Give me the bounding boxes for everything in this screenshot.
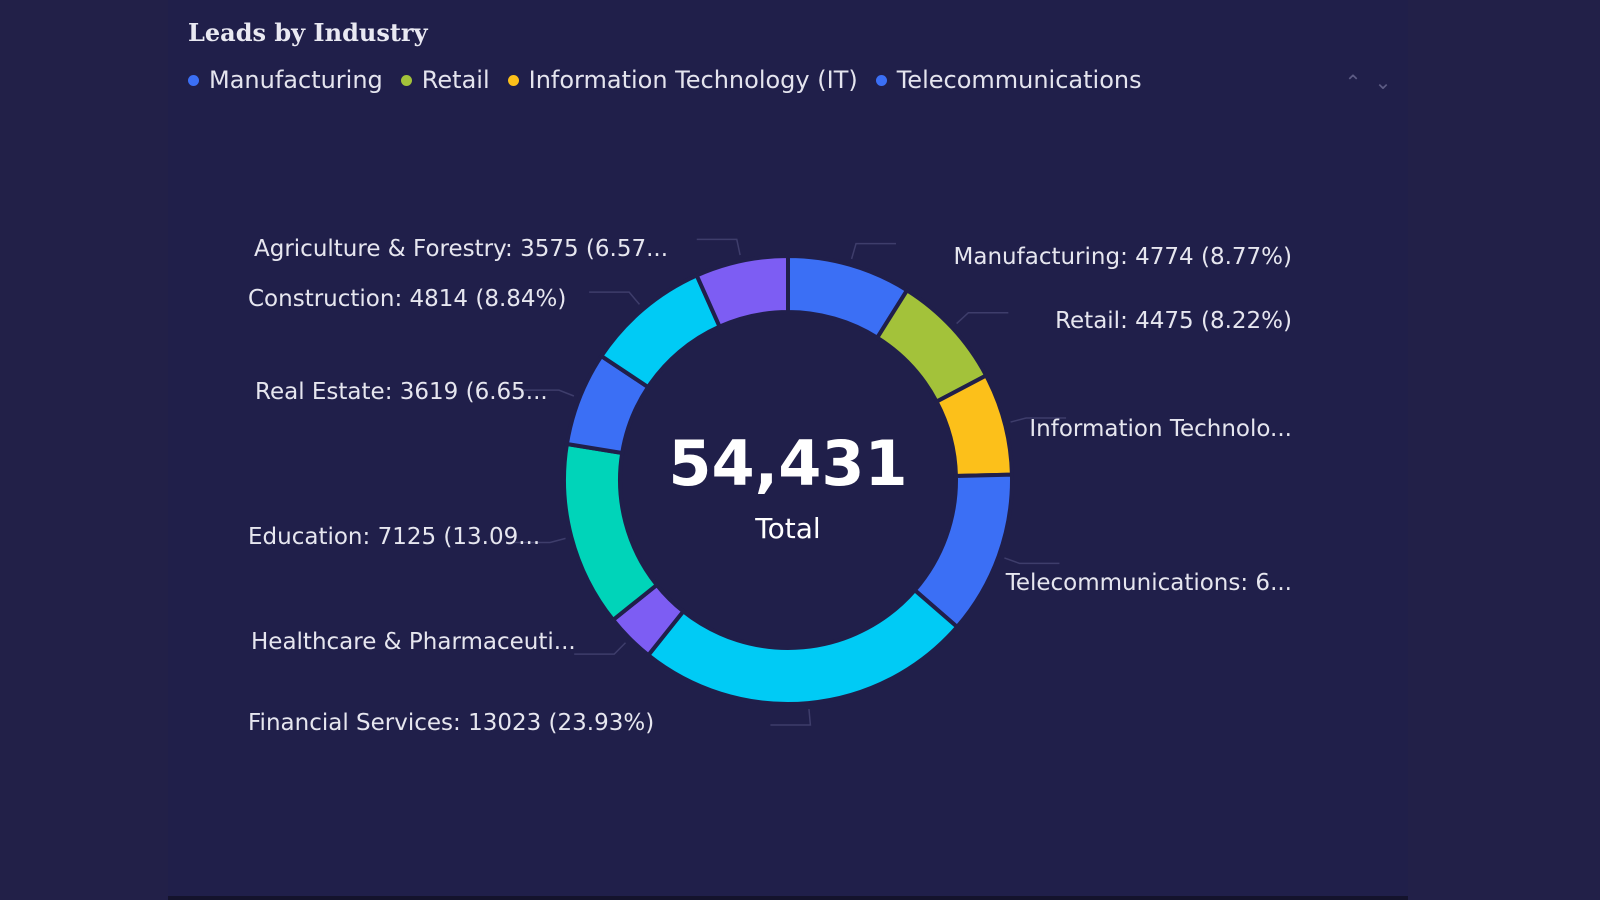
leader-line bbox=[770, 708, 812, 726]
data-label: Healthcare & Pharmaceuti... bbox=[251, 629, 576, 655]
legend-label: Retail bbox=[421, 66, 490, 94]
data-label: Information Technolo... bbox=[1029, 416, 1292, 442]
data-label: Financial Services: 13023 (23.93%) bbox=[248, 710, 654, 736]
leader-line bbox=[1010, 417, 1067, 423]
center-total-value: 54,431 bbox=[668, 427, 907, 500]
data-label: Education: 7125 (13.09... bbox=[248, 524, 540, 550]
data-label: Agriculture & Forestry: 3575 (6.57... bbox=[254, 236, 668, 262]
chart-title: Leads by Industry bbox=[188, 18, 428, 47]
legend-pager: ⌃ ⌄ bbox=[1342, 70, 1394, 94]
leader-line bbox=[850, 242, 897, 260]
legend-label: Information Technology (IT) bbox=[528, 66, 858, 94]
donut-chart: Manufacturing: 4774 (8.77%) Retail: 4475 … bbox=[248, 236, 1292, 736]
leader-lines bbox=[510, 238, 1067, 726]
data-label: Manufacturing: 4774 (8.77%) bbox=[954, 244, 1292, 270]
data-label: Real Estate: 3619 (6.65... bbox=[255, 379, 548, 405]
data-labels: Manufacturing: 4774 (8.77%) Retail: 4475 … bbox=[248, 236, 1292, 736]
leader-line bbox=[956, 311, 1009, 325]
donut-slice-agriculture-forestry[interactable] bbox=[694, 253, 790, 330]
legend-label: Telecommunications bbox=[896, 66, 1142, 94]
leader-line bbox=[574, 642, 627, 655]
donut-slices bbox=[562, 253, 1014, 706]
leader-line bbox=[696, 238, 741, 256]
legend-dot-icon bbox=[400, 74, 412, 86]
center-total-label: Total bbox=[754, 512, 820, 545]
data-label: Retail: 4475 (8.22%) bbox=[1055, 308, 1292, 334]
legend-item-telecommunications[interactable]: Telecommunications bbox=[875, 66, 1142, 94]
leader-line bbox=[589, 291, 641, 305]
leader-line bbox=[1004, 557, 1060, 565]
legend-item-retail[interactable]: Retail bbox=[400, 66, 490, 94]
donut-slice-financial-services[interactable] bbox=[645, 587, 960, 706]
chevron-down-icon[interactable]: ⌄ bbox=[1374, 70, 1392, 94]
donut-slice-education[interactable] bbox=[562, 441, 660, 623]
legend-dot-icon bbox=[875, 74, 887, 86]
chart-card: Leads by Industry Manufacturing Retail I… bbox=[168, 0, 1408, 900]
legend-dot-icon bbox=[188, 74, 199, 86]
chevron-up-icon[interactable]: ⌃ bbox=[1344, 70, 1362, 94]
data-label: Construction: 4814 (8.84%) bbox=[248, 286, 566, 312]
legend-item-manufacturing[interactable]: Manufacturing bbox=[188, 66, 383, 94]
legend-item-it[interactable]: Information Technology (IT) bbox=[507, 66, 858, 94]
leader-line bbox=[510, 537, 566, 544]
data-label: Telecommunications: 6... bbox=[1005, 570, 1292, 596]
legend: Manufacturing Retail Information Technol… bbox=[188, 66, 1160, 94]
legend-label: Manufacturing bbox=[209, 66, 383, 94]
legend-dot-icon bbox=[507, 74, 519, 86]
leader-line bbox=[518, 389, 575, 397]
